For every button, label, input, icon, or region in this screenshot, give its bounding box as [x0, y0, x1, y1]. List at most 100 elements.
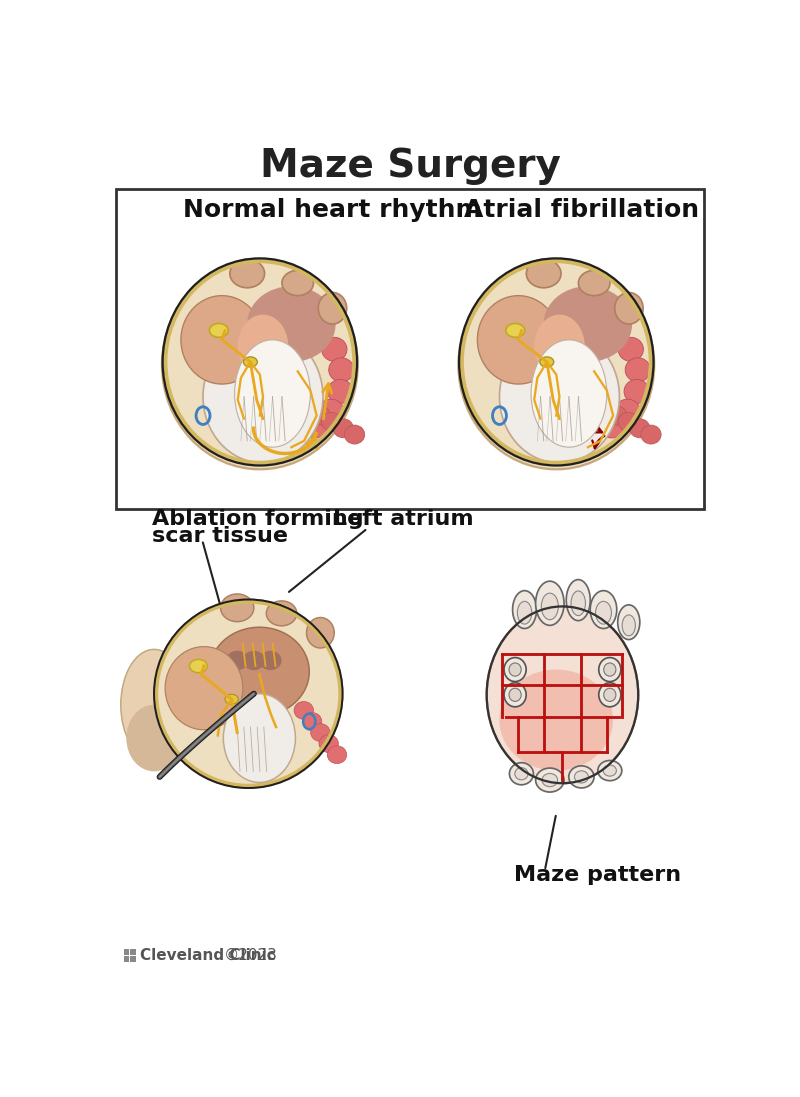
Ellipse shape: [622, 615, 635, 636]
Ellipse shape: [327, 746, 346, 764]
Ellipse shape: [607, 406, 627, 425]
Text: scar tissue: scar tissue: [152, 525, 288, 546]
Ellipse shape: [603, 765, 617, 777]
Ellipse shape: [534, 315, 585, 377]
Bar: [116, 190, 704, 509]
Ellipse shape: [243, 357, 258, 367]
Ellipse shape: [499, 669, 613, 770]
Text: Normal heart rhythm: Normal heart rhythm: [183, 199, 482, 223]
Ellipse shape: [604, 688, 616, 701]
Ellipse shape: [590, 590, 617, 629]
Ellipse shape: [598, 682, 621, 706]
Ellipse shape: [294, 701, 314, 720]
Text: Left atrium: Left atrium: [333, 509, 474, 529]
Ellipse shape: [540, 357, 554, 367]
Ellipse shape: [509, 663, 521, 676]
Ellipse shape: [618, 604, 640, 640]
Bar: [123, 949, 129, 954]
Ellipse shape: [574, 771, 588, 783]
Ellipse shape: [126, 705, 182, 771]
Ellipse shape: [599, 414, 624, 438]
Ellipse shape: [319, 735, 338, 753]
Ellipse shape: [333, 419, 354, 438]
Ellipse shape: [302, 713, 322, 731]
Ellipse shape: [310, 406, 330, 425]
Ellipse shape: [310, 724, 330, 742]
Ellipse shape: [630, 419, 650, 438]
Ellipse shape: [225, 694, 238, 704]
Ellipse shape: [571, 591, 586, 615]
Ellipse shape: [544, 286, 632, 362]
Ellipse shape: [566, 579, 590, 621]
Ellipse shape: [598, 657, 621, 681]
Ellipse shape: [259, 651, 282, 670]
Ellipse shape: [486, 607, 638, 783]
Ellipse shape: [162, 261, 358, 470]
Ellipse shape: [247, 286, 336, 362]
Ellipse shape: [536, 581, 564, 625]
Ellipse shape: [306, 618, 334, 648]
Text: Atrial fibrillation: Atrial fibrillation: [464, 199, 699, 223]
Ellipse shape: [578, 270, 610, 296]
Ellipse shape: [499, 330, 619, 463]
Ellipse shape: [190, 659, 207, 672]
Ellipse shape: [318, 399, 344, 423]
Ellipse shape: [614, 293, 643, 324]
Ellipse shape: [230, 259, 265, 287]
Ellipse shape: [241, 412, 266, 437]
Ellipse shape: [299, 399, 319, 419]
Ellipse shape: [542, 773, 558, 787]
Ellipse shape: [510, 762, 534, 784]
Text: Ablation forming: Ablation forming: [152, 509, 364, 529]
Ellipse shape: [536, 768, 564, 792]
Ellipse shape: [302, 414, 328, 438]
Ellipse shape: [345, 425, 365, 444]
Ellipse shape: [604, 663, 616, 676]
Ellipse shape: [618, 412, 638, 431]
Ellipse shape: [210, 627, 310, 716]
Text: Maze pattern: Maze pattern: [514, 864, 681, 884]
Ellipse shape: [509, 688, 521, 701]
Ellipse shape: [121, 649, 187, 760]
Bar: [123, 957, 129, 962]
Ellipse shape: [531, 340, 607, 448]
Ellipse shape: [584, 394, 604, 412]
Ellipse shape: [154, 599, 342, 788]
Ellipse shape: [598, 760, 622, 781]
Text: Cleveland Clinic: Cleveland Clinic: [141, 948, 276, 963]
Ellipse shape: [165, 646, 242, 730]
Ellipse shape: [322, 337, 347, 361]
Ellipse shape: [318, 293, 346, 324]
Ellipse shape: [329, 358, 354, 382]
Ellipse shape: [618, 337, 643, 361]
Ellipse shape: [282, 270, 314, 296]
Ellipse shape: [641, 425, 661, 444]
Ellipse shape: [526, 259, 561, 287]
Ellipse shape: [282, 421, 308, 445]
Ellipse shape: [210, 324, 228, 337]
Ellipse shape: [504, 657, 526, 681]
Text: ©2023: ©2023: [224, 948, 278, 963]
Ellipse shape: [578, 421, 604, 445]
Bar: [130, 949, 136, 954]
Ellipse shape: [595, 399, 616, 419]
Ellipse shape: [515, 768, 528, 780]
Ellipse shape: [518, 601, 532, 624]
Ellipse shape: [557, 421, 582, 445]
Ellipse shape: [181, 296, 263, 384]
Ellipse shape: [322, 412, 342, 431]
Bar: [130, 957, 136, 962]
Ellipse shape: [504, 682, 526, 706]
Ellipse shape: [458, 261, 654, 470]
Text: Maze Surgery: Maze Surgery: [259, 147, 561, 185]
Ellipse shape: [238, 315, 288, 377]
Ellipse shape: [624, 380, 650, 404]
Ellipse shape: [478, 296, 559, 384]
Ellipse shape: [223, 693, 295, 782]
Ellipse shape: [513, 590, 537, 629]
Ellipse shape: [234, 340, 310, 448]
Ellipse shape: [595, 601, 611, 624]
Ellipse shape: [506, 324, 525, 337]
Ellipse shape: [626, 358, 650, 382]
Ellipse shape: [203, 330, 323, 463]
